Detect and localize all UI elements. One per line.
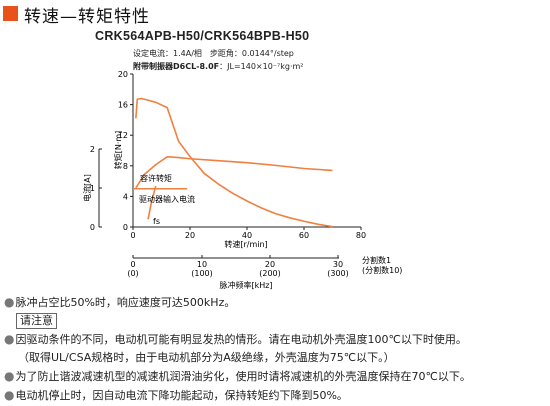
notes: ●脉冲占空比50%时，响应速度可达500kHz。 请注意 ●因驱动条件的不同，电… [4,293,471,405]
note-1: 脉冲占空比50%时，响应速度可达500kHz。 [15,296,236,309]
series-line-fs [147,185,157,220]
note-row-1: ●脉冲占空比50%时，响应速度可达500kHz。 [4,293,471,312]
speed-tick-label: 20 [185,231,195,240]
torque-tick-label: 4 [123,192,128,201]
speed-tick-label: 80 [356,231,366,240]
pulse-tick-label: 30 [333,260,343,269]
condition-line-2: 附带制振器D6CL-8.0F：JL=140×10⁻⁷kg·m² [133,61,304,72]
current-series-label: 驱动器输入电流 [139,194,195,204]
note-4: 为了防止谐波减速机型的减速机润滑油劣化，使用时请将减速机的外壳温度保持在70℃以… [15,370,471,384]
bullet-icon: ● [4,332,15,347]
note-2: 因驱动条件的不同，电动机可能有明显发热的情形。请在电动机外壳温度100℃以下时使… [15,333,467,347]
note-row-3: （取得UL/CSA规格时，由于电动机部分为A级绝缘，外壳温度为75℃以下。） [4,349,471,368]
current-tick-label: 1 [90,184,95,193]
speed-tick-label: 0 [130,231,135,240]
bullet-icon: ● [4,295,15,309]
current-tick-label: 2 [90,145,95,154]
torque-axis-title: 转矩[N·m] [113,131,123,170]
torque-tick-label: 8 [123,162,128,171]
torque-tick-label: 20 [118,70,128,79]
speed-tick-label: 60 [299,231,309,240]
condition-line-1: 设定电流：1.4A/相 步距角：0.0144°/step [133,49,294,58]
note-row-2: ●因驱动条件的不同，电动机可能有明显发热的情形。请在电动机外壳温度100℃以下时… [4,330,471,349]
inertia-label: ：JL=140×10⁻⁷kg·m² [219,62,304,71]
pulse-tick-label-paren: (200) [259,269,281,278]
page-title: 转速—转矩特性 [24,7,150,27]
current-axis-title: 电流[A] [82,174,92,202]
bullet-icon: ● [4,369,15,384]
pulse-tick-label-paren: (100) [191,269,213,278]
series-line-驱动器输入电流 [135,156,333,189]
speed-axis-title: 转速[r/min] [224,239,267,249]
caution-label: 请注意 [16,312,57,329]
pulse-tick-label-paren: (0) [127,269,138,278]
speed-tick-label: 40 [242,231,252,240]
note-5: 电动机停止时，因自动电流下降功能起动，保持转矩约下降到50%。 [15,388,348,402]
pulse-tick-label: 0 [130,260,135,269]
division-label-1: 分割数1 [362,255,391,265]
note-3: （取得UL/CSA规格时，由于电动机部分为A级绝缘，外壳温度为75℃以下。） [18,350,395,364]
allowable-torque-label: 容许转矩 [140,173,172,183]
series-line-转矩 [135,97,333,228]
division-label-10: (分割数10) [362,265,402,275]
bullet-icon: ● [4,387,15,402]
pulse-tick-label: 10 [197,260,207,269]
model-name: CRK564APB-H50/CRK564BPB-H50 [95,29,310,43]
damper-label: 附带制振器D6CL-8.0F [133,62,220,71]
title-marker [3,6,18,21]
pulse-tick-label-paren: (300) [327,269,349,278]
note-row-5: ●电动机停止时，因自动电流下降功能起动，保持转矩约下降到50%。 [4,386,471,405]
note-row-4: ●为了防止谐波减速机型的减速机润滑油劣化，使用时请将减速机的外壳温度保持在70℃… [4,367,471,386]
torque-tick-label: 0 [123,223,128,232]
pulse-tick-label: 20 [265,260,275,269]
caution-row: 请注意 [4,312,471,331]
pulse-axis-title: 脉冲频率[kHz] [219,280,272,290]
chart-series [133,97,333,228]
current-tick-label: 0 [90,223,95,232]
torque-tick-label: 12 [118,131,128,140]
torque-tick-label: 16 [118,101,128,110]
fs-label: fs [153,217,160,226]
